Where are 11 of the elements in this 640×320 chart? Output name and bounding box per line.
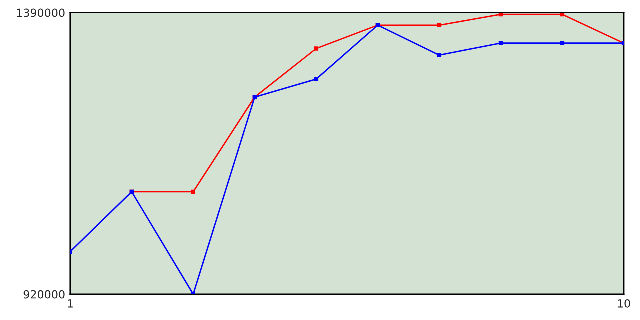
x-tick-label: 1 <box>68 300 73 308</box>
point <box>314 46 319 51</box>
x-tick-label: 10 <box>618 299 630 308</box>
point <box>498 41 504 46</box>
point <box>437 53 442 58</box>
point <box>314 77 319 82</box>
point <box>191 190 196 194</box>
point <box>560 41 565 46</box>
point <box>437 23 442 28</box>
y-tick-label: 920000 <box>24 290 65 299</box>
y-tick-label: 1390000 <box>17 8 65 18</box>
